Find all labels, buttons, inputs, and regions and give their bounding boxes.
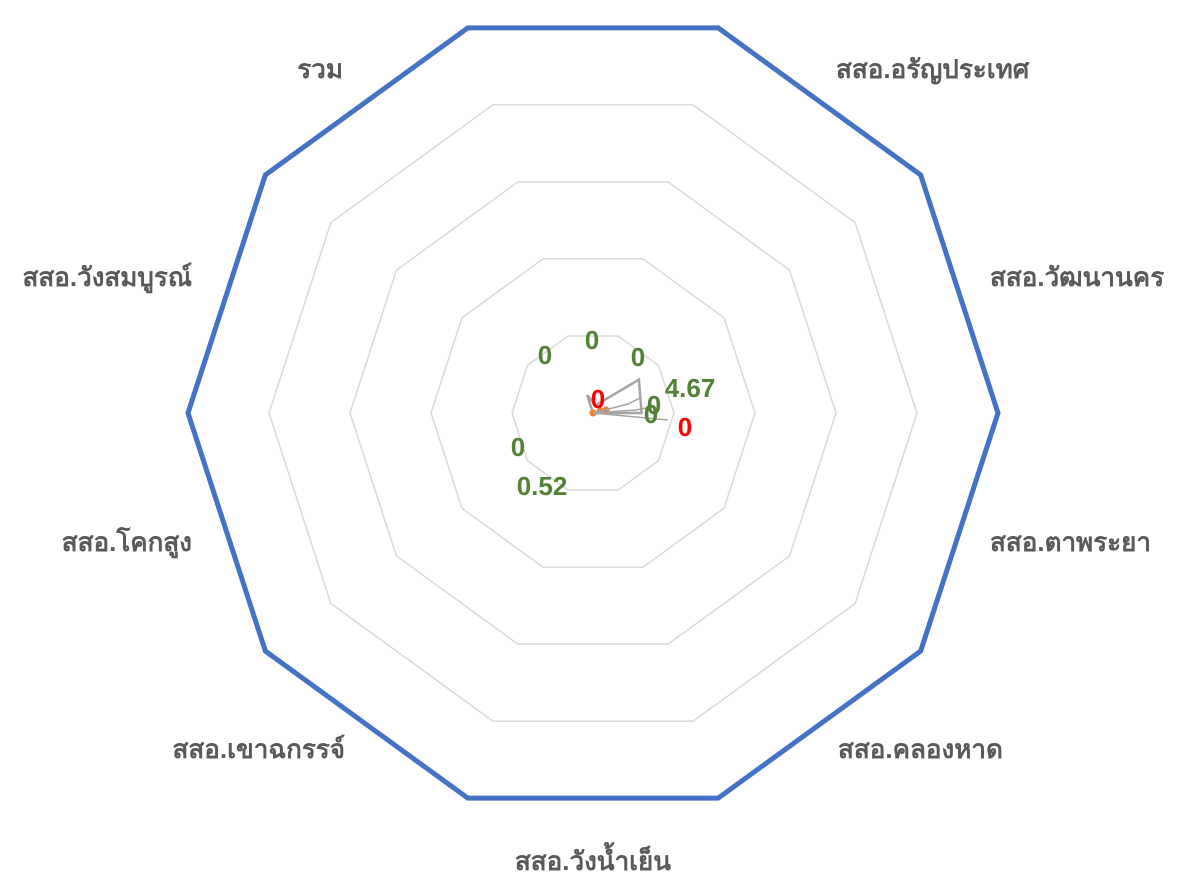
category-label: สสอ.วังสมบูรณ์ xyxy=(23,262,192,294)
category-label: สสอ.โคกสูง xyxy=(62,526,192,559)
category-label: สสอ.วัฒนานคร xyxy=(990,262,1164,292)
series-1-line xyxy=(185,25,1001,801)
category-label: รวม xyxy=(297,54,343,84)
data-label: 0 xyxy=(644,399,658,429)
data-label: 0.52 xyxy=(517,471,568,501)
gridline-ring-4 xyxy=(268,104,918,722)
data-label: 4.67 xyxy=(665,373,716,403)
data-label: 0 xyxy=(585,325,599,355)
leader-line xyxy=(592,412,669,421)
category-label: สสอ.อรัญประเทศ xyxy=(836,54,1030,85)
category-labels: สสอ.อรัญประเทศสสอ.วัฒนานครสสอ.ตาพระยาสสอ… xyxy=(23,54,1165,876)
data-label: 0 xyxy=(511,432,525,462)
data-label: 0 xyxy=(631,342,645,372)
data-label: 0 xyxy=(538,340,552,370)
leader-line xyxy=(592,406,652,414)
data-label: 0 xyxy=(591,384,605,414)
leader-line xyxy=(592,397,641,414)
category-label: สสอ.ตาพระยา xyxy=(990,527,1151,557)
gridline-ring-3 xyxy=(349,181,837,645)
gridline-ring-1 xyxy=(511,335,675,491)
category-label: สสอ.คลองหาด xyxy=(838,734,1003,764)
category-label: สสอ.เขาฉกรรจ์ xyxy=(173,734,345,764)
category-label: สสอ.วังน้ำเย็น xyxy=(515,841,671,876)
gridline-ring-2 xyxy=(430,258,756,568)
data-label: 0 xyxy=(678,412,692,442)
data-label: 0 xyxy=(647,390,661,420)
